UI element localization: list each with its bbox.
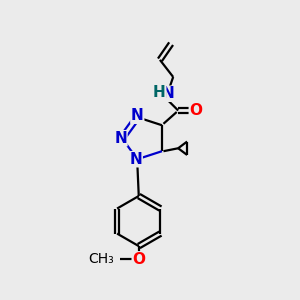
Text: N: N <box>162 86 175 101</box>
Text: N: N <box>131 108 144 123</box>
Text: N: N <box>129 152 142 167</box>
Text: CH₃: CH₃ <box>88 252 114 266</box>
Text: N: N <box>114 131 127 146</box>
Text: H: H <box>153 85 166 100</box>
Text: O: O <box>132 252 145 267</box>
Text: O: O <box>189 103 202 118</box>
